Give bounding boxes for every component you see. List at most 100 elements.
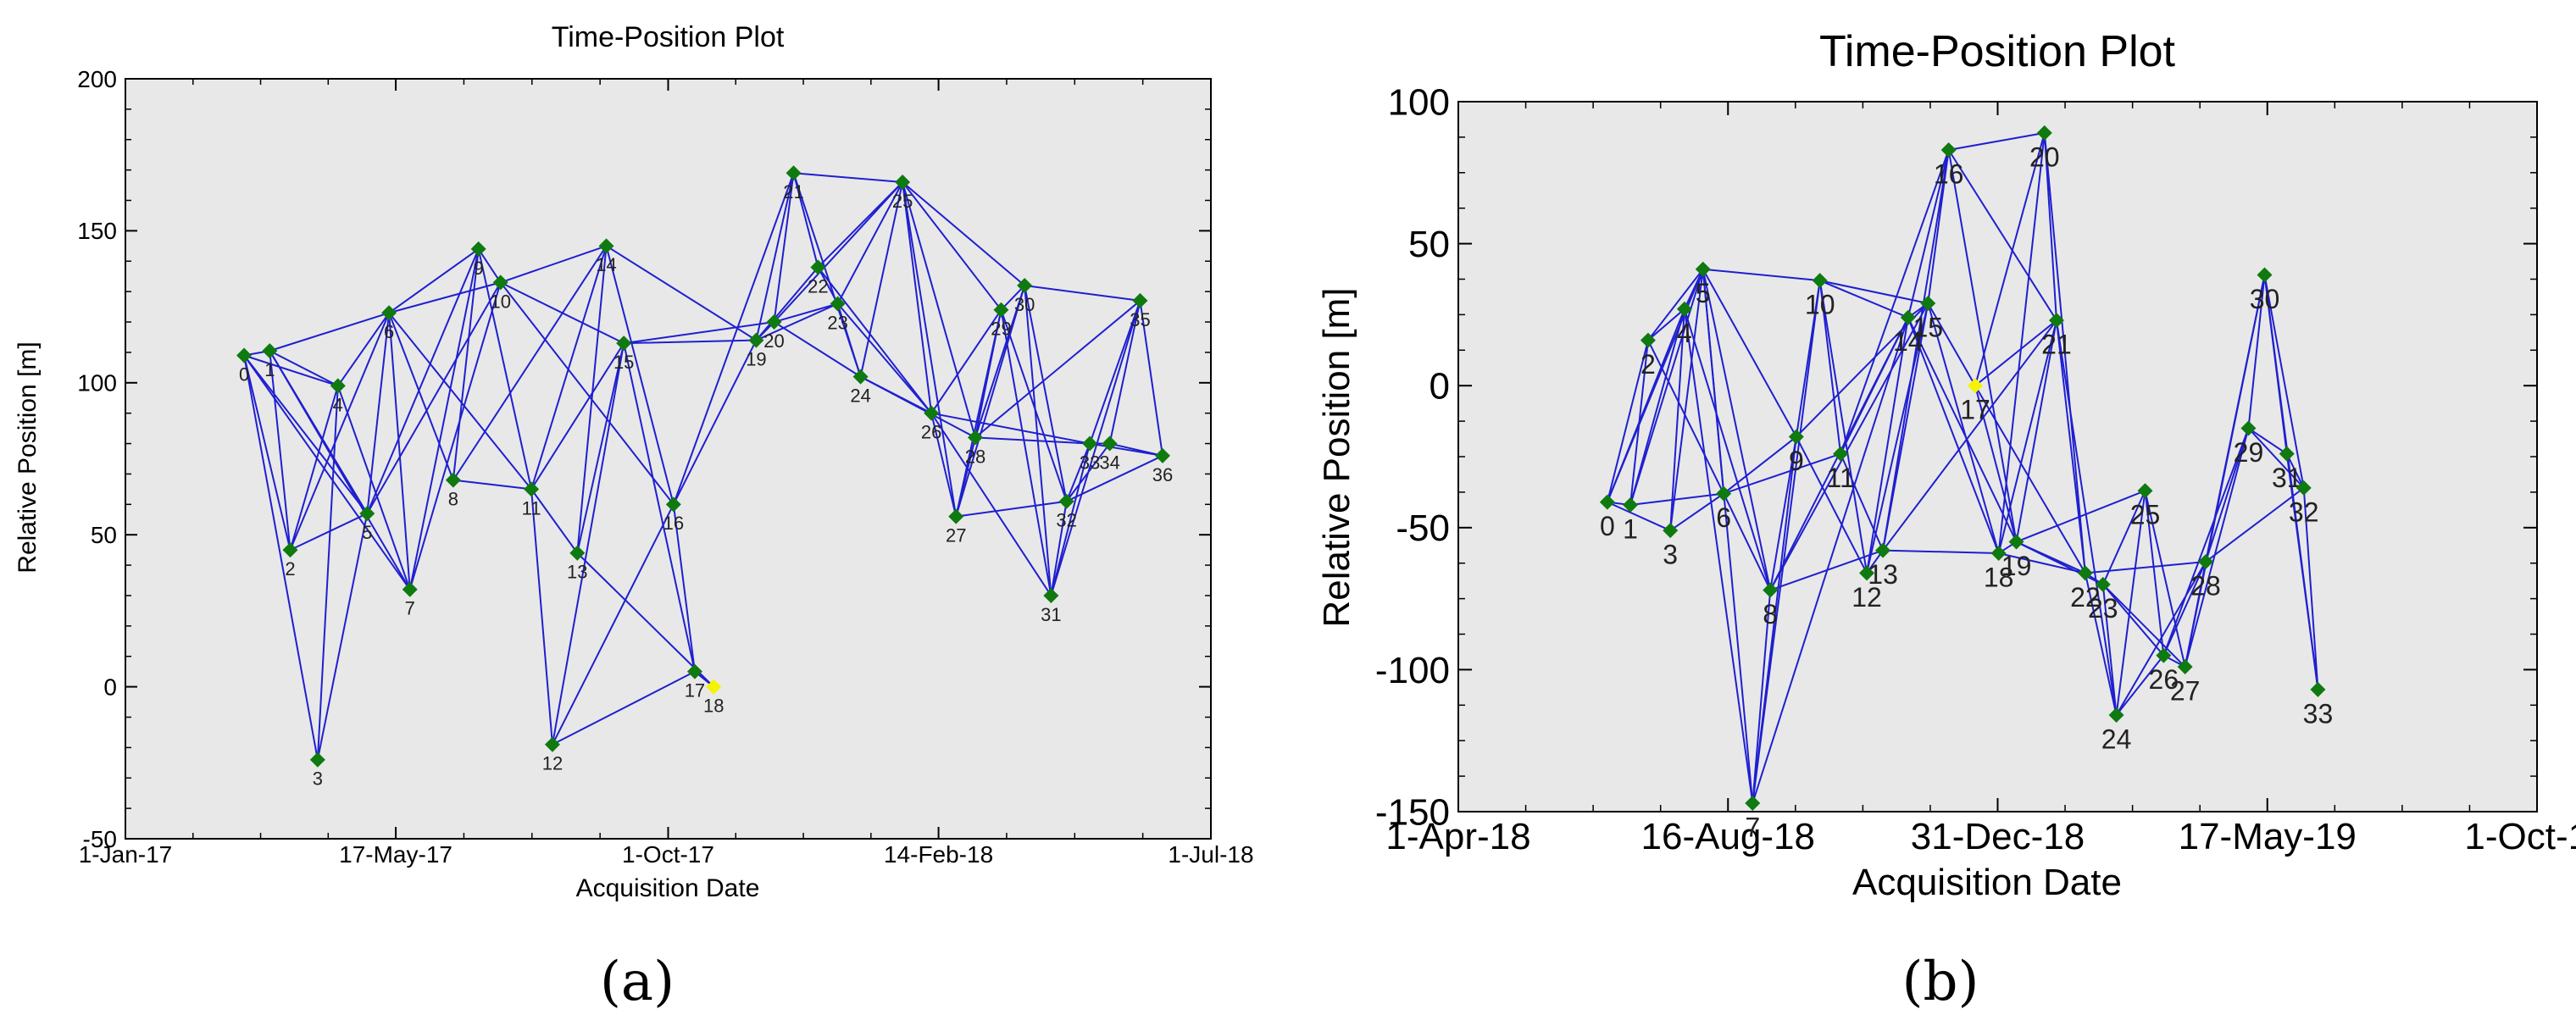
acquisition-point	[309, 751, 325, 768]
point-label: 30	[1014, 294, 1035, 315]
acquisition-point	[1663, 523, 1679, 539]
baseline-edge	[2055, 319, 2086, 574]
baseline-edge	[1024, 285, 1068, 502]
baseline-edge	[408, 282, 502, 591]
point-label: 12	[542, 753, 563, 774]
baseline-edge	[1974, 319, 2057, 386]
point-label: 12	[1852, 582, 1882, 613]
baseline-edge	[2085, 561, 2207, 574]
baseline-edge	[1819, 280, 1929, 304]
baseline-edge	[672, 504, 696, 672]
baseline-edge	[1769, 436, 1797, 591]
baseline-edge	[2115, 491, 2146, 716]
baseline-edge	[1795, 280, 1821, 437]
baseline-edge	[2302, 487, 2319, 690]
baseline-edge	[2015, 319, 2057, 542]
baseline-edge	[1907, 149, 1950, 318]
acquisition-point	[1676, 301, 1692, 317]
baseline-edge	[755, 173, 795, 341]
baseline-edge	[672, 340, 758, 505]
point-label: 11	[1827, 463, 1855, 493]
point-label: 15	[613, 352, 634, 373]
acquisition-point	[2198, 554, 2214, 570]
baseline-edge	[902, 181, 1025, 286]
acquisition-point	[1812, 273, 1828, 289]
baseline-edge	[243, 354, 339, 387]
baseline-edge	[1024, 284, 1141, 302]
baseline-edge	[974, 309, 1002, 438]
baseline-edge	[1089, 300, 1141, 444]
acquisition-point	[830, 296, 846, 312]
baseline-edge	[289, 312, 391, 551]
baseline-edge	[1683, 308, 1772, 591]
baseline-edge	[1684, 269, 1704, 310]
baseline-edge	[1998, 552, 2086, 574]
point-label: 2	[285, 558, 295, 580]
acquisition-point	[2257, 267, 2273, 283]
panel-a-plot-area	[125, 78, 1212, 840]
baseline-edge	[1883, 549, 1999, 554]
baseline-edge	[774, 302, 838, 324]
acquisition-point	[1745, 795, 1761, 811]
baseline-edge	[269, 350, 411, 591]
baseline-edge	[902, 181, 933, 413]
baseline-edge	[1752, 280, 1821, 804]
baseline-edge	[1840, 317, 1909, 455]
baseline-edge	[336, 312, 390, 386]
baseline-edge	[388, 312, 532, 491]
baseline-edge	[2144, 491, 2165, 656]
point-label: 8	[1763, 599, 1778, 629]
point-label: 14	[596, 254, 616, 275]
baseline-edge	[1669, 308, 1685, 531]
baseline-edge	[1065, 442, 1111, 502]
point-label: 16	[663, 513, 684, 534]
point-label: 5	[1696, 278, 1711, 308]
x-tick-label: 31-Dec-18	[1911, 816, 2085, 857]
baseline-edge	[930, 413, 958, 517]
baseline-edge	[2162, 428, 2250, 656]
baseline-edge	[1818, 280, 1868, 574]
baseline-edge	[1607, 501, 1671, 532]
baseline-edge	[290, 513, 368, 552]
point-label: 16	[1934, 158, 1964, 189]
acquisition-point	[544, 736, 560, 752]
point-label: 30	[2250, 284, 2280, 314]
baseline-edge	[1927, 149, 1950, 304]
acquisition-point	[445, 472, 461, 488]
baseline-edge	[1683, 308, 1754, 804]
baseline-edge	[1840, 149, 1950, 454]
panel-a-xlabel: Acquisition Date	[576, 874, 760, 902]
baseline-edge	[1974, 132, 2046, 386]
point-label: 13	[567, 562, 587, 583]
baseline-edge	[388, 248, 480, 314]
baseline-edge	[530, 246, 608, 490]
point-label: 28	[965, 446, 985, 467]
baseline-edge	[1947, 149, 2057, 321]
x-tick-label: 1-Oct-19	[2464, 816, 2576, 857]
baseline-edge	[672, 172, 795, 505]
panel-b-ylabel: Relative Position [m]	[1316, 287, 1357, 627]
point-label: 32	[2289, 496, 2319, 527]
acquisition-point	[1695, 261, 1711, 277]
point-label: 17	[1960, 395, 1990, 425]
baseline-edge	[1647, 308, 1685, 341]
baseline-edge	[1629, 308, 1685, 506]
acquisition-point	[470, 241, 486, 257]
point-label: 36	[1152, 464, 1173, 485]
acquisition-point	[492, 275, 508, 291]
baseline-edge	[576, 342, 625, 553]
baseline-edge	[243, 355, 291, 551]
baseline-edge	[500, 281, 625, 345]
baseline-edge	[859, 181, 904, 377]
point-label: 14	[1893, 326, 1924, 357]
acquisition-point	[786, 165, 802, 181]
baseline-edge	[902, 181, 976, 438]
baseline-edge	[773, 181, 903, 323]
point-label: 18	[703, 696, 724, 717]
acquisition-point	[1082, 435, 1098, 452]
baseline-edge	[606, 245, 757, 341]
point-label: 13	[1868, 559, 1898, 590]
baseline-edge	[1000, 309, 1052, 596]
baseline-edge	[1723, 493, 1772, 591]
